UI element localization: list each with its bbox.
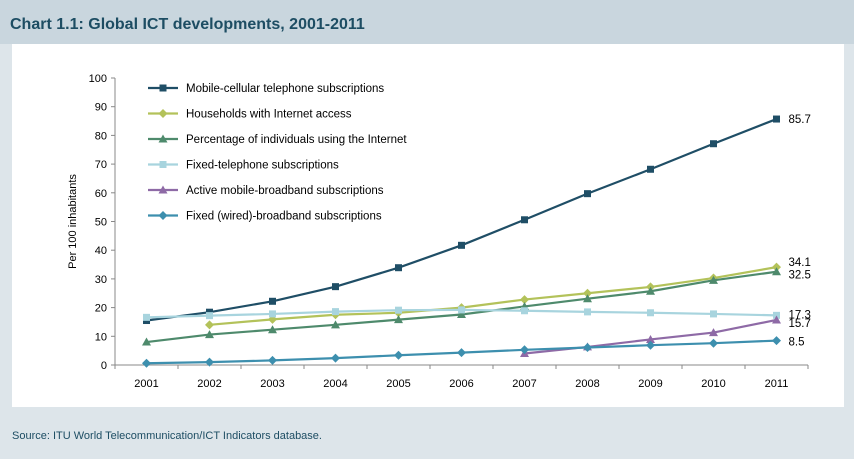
data-point <box>268 355 277 365</box>
data-point <box>710 310 717 318</box>
x-tick-label: 2011 <box>765 378 789 390</box>
x-tick-label: 2005 <box>386 378 410 390</box>
x-tick-label: 2008 <box>575 378 599 390</box>
data-point <box>205 320 214 330</box>
data-point <box>395 306 402 314</box>
data-point <box>332 283 339 291</box>
data-point <box>709 328 718 337</box>
data-point <box>647 309 654 317</box>
data-point <box>583 288 592 298</box>
x-tick-label: 2009 <box>638 378 662 390</box>
legend-marker <box>159 84 167 92</box>
y-tick-label: 10 <box>95 331 107 343</box>
data-label: 34.1 <box>789 257 811 269</box>
data-point <box>458 241 465 249</box>
data-point <box>269 310 276 318</box>
data-point <box>143 313 150 321</box>
x-tick-label: 2006 <box>449 378 473 390</box>
data-point <box>772 267 781 276</box>
y-tick-label: 60 <box>95 188 107 200</box>
data-point <box>646 334 655 343</box>
data-point <box>268 325 277 334</box>
data-point <box>772 315 781 324</box>
data-point <box>583 342 592 352</box>
y-tick-label: 80 <box>95 130 107 142</box>
y-tick-label: 90 <box>95 102 107 114</box>
data-point <box>205 357 214 367</box>
data-point <box>520 345 529 355</box>
data-point <box>457 309 466 318</box>
legend-entry: Mobile-cellular telephone subscriptions <box>186 83 384 95</box>
data-point <box>584 308 591 316</box>
legend-marker <box>158 211 168 220</box>
data-point <box>331 353 340 363</box>
legend-marker <box>158 109 168 118</box>
data-point <box>646 286 655 295</box>
data-point <box>458 306 465 314</box>
data-point <box>709 338 718 348</box>
data-point <box>332 308 339 316</box>
data-point <box>269 297 276 305</box>
data-point <box>520 295 529 305</box>
data-point <box>394 350 403 360</box>
x-tick-label: 2007 <box>512 378 536 390</box>
data-label: 8.5 <box>789 337 805 349</box>
legend-marker <box>158 185 168 194</box>
legend-marker <box>159 161 167 168</box>
data-point <box>205 330 214 339</box>
y-tick-label: 100 <box>89 73 107 85</box>
legend-marker <box>158 134 168 143</box>
chart-header: Chart 1.1: Global ICT developments, 2001… <box>0 0 854 44</box>
x-tick-label: 2003 <box>260 378 284 390</box>
series-line-1 <box>209 266 777 326</box>
data-point <box>206 312 213 320</box>
x-tick-label: 2010 <box>701 378 725 390</box>
legend-entry: Households with Internet access <box>186 109 352 121</box>
data-point <box>142 358 151 368</box>
chart-panel <box>12 44 844 407</box>
y-tick-label: 30 <box>95 274 107 286</box>
data-point <box>710 140 717 148</box>
data-point <box>772 262 781 272</box>
data-label: 32.5 <box>789 270 811 282</box>
y-tick-label: 40 <box>95 245 107 257</box>
data-point <box>457 348 466 358</box>
legend-entry: Fixed-telephone subscriptions <box>186 160 339 172</box>
data-point <box>521 307 528 315</box>
data-point <box>773 311 780 319</box>
data-point <box>647 165 654 173</box>
legend-entry: Active mobile-broadband subscriptions <box>186 185 384 197</box>
data-point <box>394 315 403 324</box>
y-axis-label: Per 100 inhabitants <box>67 174 79 269</box>
data-label: 85.7 <box>789 114 811 126</box>
data-point <box>331 320 340 329</box>
data-point <box>142 337 151 346</box>
data-point <box>521 216 528 224</box>
x-tick-label: 2004 <box>323 378 347 390</box>
legend-entry: Percentage of individuals using the Inte… <box>186 134 407 146</box>
data-label: 15.7 <box>789 318 811 330</box>
data-point <box>584 190 591 198</box>
x-tick-label: 2002 <box>197 378 221 390</box>
y-tick-label: 70 <box>95 159 107 171</box>
data-point <box>646 340 655 350</box>
data-point <box>583 294 592 303</box>
chart-title: Chart 1.1: Global ICT developments, 2001… <box>10 16 365 33</box>
data-point <box>709 275 718 284</box>
data-point <box>395 264 402 272</box>
data-point <box>772 336 781 346</box>
y-tick-label: 20 <box>95 303 107 315</box>
y-tick-label: 0 <box>101 360 107 372</box>
data-point <box>773 115 780 123</box>
y-tick-label: 50 <box>95 217 107 229</box>
source-note: Source: ITU World Telecommunication/ICT … <box>12 430 322 442</box>
legend-entry: Fixed (wired)-broadband subscriptions <box>186 211 382 223</box>
data-label: 17.3 <box>789 309 811 321</box>
x-tick-label: 2001 <box>134 378 158 390</box>
